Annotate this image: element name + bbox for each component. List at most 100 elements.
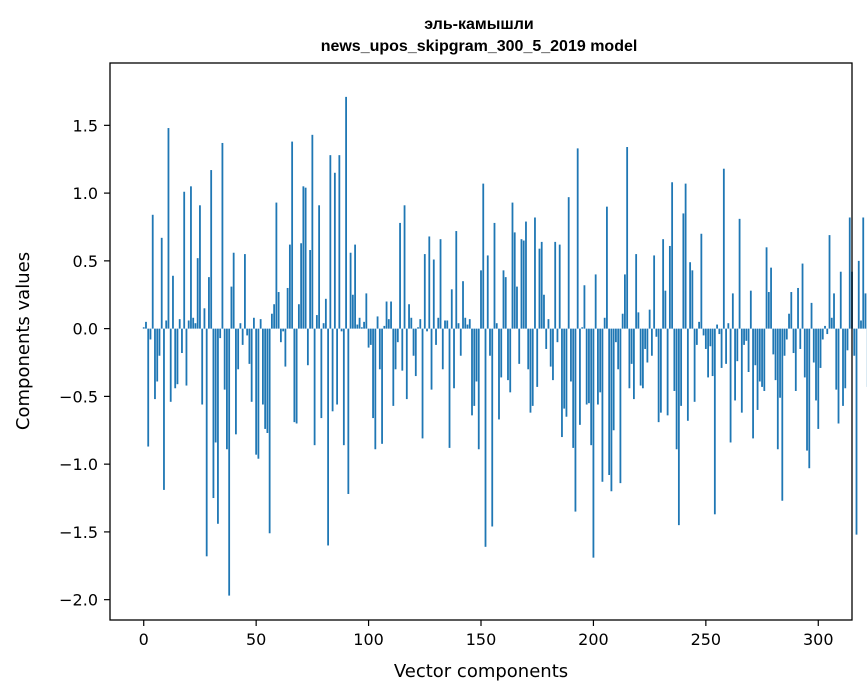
x-tick-label: 300 xyxy=(803,630,834,649)
bar xyxy=(749,290,752,329)
bar xyxy=(226,328,228,450)
bar xyxy=(792,328,795,354)
bar xyxy=(387,319,390,329)
bar xyxy=(552,328,554,381)
bar xyxy=(702,328,705,336)
bar xyxy=(864,293,867,329)
bar xyxy=(201,328,204,405)
bar xyxy=(491,328,494,527)
bar xyxy=(565,328,568,417)
bar xyxy=(235,328,237,435)
bar xyxy=(543,294,545,329)
bar xyxy=(324,298,327,329)
bar xyxy=(776,328,779,450)
bar xyxy=(194,323,197,329)
bar xyxy=(588,328,590,404)
y-axis: −2.0 −1.5 −1.0 −0.5 0.0 0.5 1.0 1.5 xyxy=(59,116,110,610)
bar xyxy=(783,328,786,356)
bar xyxy=(311,134,314,329)
bar xyxy=(572,328,575,448)
bar xyxy=(221,142,224,329)
bar xyxy=(860,320,862,329)
bar xyxy=(828,235,831,329)
bar xyxy=(255,328,258,455)
bar xyxy=(320,328,323,419)
bar xyxy=(756,328,759,410)
bar xyxy=(450,289,453,329)
bar xyxy=(356,324,359,329)
bar xyxy=(392,328,395,406)
bar xyxy=(698,321,700,329)
bar xyxy=(174,328,177,389)
bar xyxy=(846,328,849,351)
bar xyxy=(493,222,496,329)
bar xyxy=(693,328,696,402)
bar xyxy=(401,328,404,371)
x-axis-label: Vector components xyxy=(394,661,568,682)
bar xyxy=(165,320,168,329)
bar xyxy=(288,244,291,329)
bar xyxy=(248,328,251,364)
bar xyxy=(266,328,269,433)
bar xyxy=(848,217,851,329)
bar xyxy=(199,205,201,329)
bar xyxy=(466,324,469,329)
bar xyxy=(862,217,865,329)
bar xyxy=(718,328,721,335)
x-tick-label: 200 xyxy=(578,630,609,649)
bar xyxy=(486,255,489,329)
bar xyxy=(668,245,671,329)
bar xyxy=(641,328,644,389)
bar xyxy=(673,328,676,391)
bar xyxy=(837,328,840,424)
bar xyxy=(439,239,442,329)
bar xyxy=(713,328,716,515)
bar xyxy=(657,328,660,423)
bar xyxy=(606,206,608,329)
bar xyxy=(655,328,658,337)
bar xyxy=(743,328,745,345)
bar xyxy=(675,328,678,450)
bar xyxy=(664,290,667,329)
bar xyxy=(277,292,280,329)
bar xyxy=(538,248,541,329)
bar xyxy=(176,328,179,385)
bar xyxy=(608,328,611,475)
bar xyxy=(686,328,689,421)
bar xyxy=(217,328,219,524)
bar xyxy=(446,320,449,329)
bar xyxy=(680,328,683,406)
y-tick-label: 1.5 xyxy=(73,116,98,135)
bar xyxy=(790,292,793,329)
bar xyxy=(504,277,507,329)
bar xyxy=(689,262,692,329)
bar xyxy=(633,328,635,400)
bar xyxy=(417,327,419,329)
bar xyxy=(785,328,788,340)
bar xyxy=(842,328,844,406)
bar xyxy=(286,287,289,329)
bar xyxy=(154,328,156,400)
bar xyxy=(205,328,208,557)
bar xyxy=(626,147,629,329)
bar xyxy=(268,328,271,534)
bar xyxy=(691,270,694,329)
bar xyxy=(509,328,512,393)
bar xyxy=(390,301,392,329)
bar xyxy=(549,328,552,367)
bar xyxy=(264,328,267,429)
bar xyxy=(273,304,276,329)
x-tick-label: 100 xyxy=(353,630,384,649)
bar xyxy=(244,254,246,329)
bar xyxy=(817,328,820,429)
bar xyxy=(612,328,615,431)
bar xyxy=(650,328,653,356)
bar xyxy=(410,317,413,329)
y-tick-label: 1.0 xyxy=(73,184,98,203)
y-tick-label: −0.5 xyxy=(59,387,98,406)
bar xyxy=(354,244,356,329)
bar xyxy=(347,328,350,494)
bar xyxy=(520,239,523,329)
bar xyxy=(210,170,213,329)
bar xyxy=(635,254,638,329)
